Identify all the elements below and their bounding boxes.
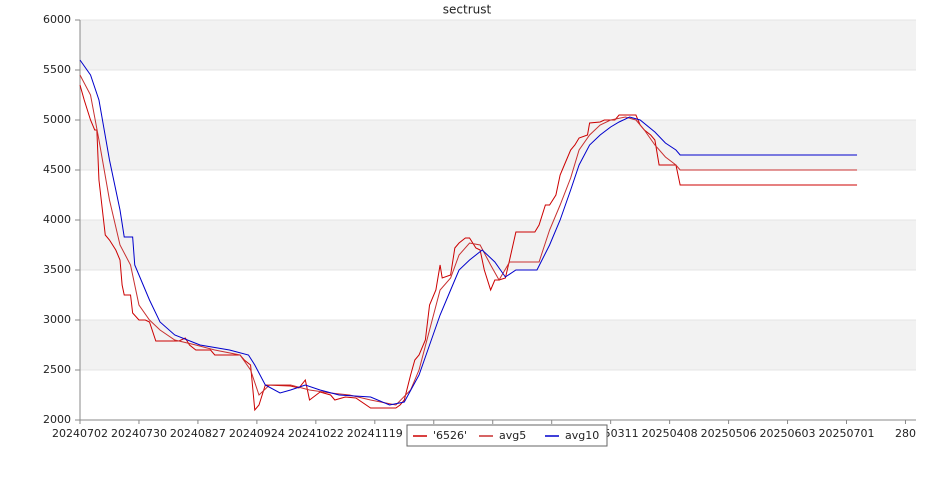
x-tick-label: 20250506 xyxy=(701,427,757,440)
y-tick-label: 2500 xyxy=(43,363,71,376)
x-tick-label: 20250408 xyxy=(642,427,698,440)
line xyxy=(79,84,858,412)
y-tick-label: 3500 xyxy=(43,263,71,276)
y-tick-label: 2000 xyxy=(43,413,71,426)
grid-band xyxy=(80,70,916,120)
legend-label: avg5 xyxy=(499,429,526,442)
x-tick-label: 280 xyxy=(895,427,916,440)
line xyxy=(79,74,858,406)
y-tick-label: 4000 xyxy=(43,213,71,226)
grid-band xyxy=(80,370,916,420)
grid-band xyxy=(80,320,916,370)
x-tick-label: 20240924 xyxy=(229,427,285,440)
x-tick-label: 20241022 xyxy=(288,427,344,440)
y-tick-label: 5500 xyxy=(43,63,71,76)
grid-band xyxy=(80,20,916,70)
x-tick-label: 20240702 xyxy=(52,427,108,440)
grid-band xyxy=(80,170,916,220)
x-tick-label: 20240827 xyxy=(170,427,226,440)
line xyxy=(79,59,858,406)
legend-box xyxy=(406,424,608,447)
y-tick-label: 4500 xyxy=(43,163,71,176)
x-tick-label: 20250603 xyxy=(760,427,816,440)
chart-title: sectrust xyxy=(443,3,492,17)
x-tick-label: 20241119 xyxy=(347,427,403,440)
y-tick-label: 6000 xyxy=(43,13,71,26)
x-tick-label: 20240730 xyxy=(111,427,167,440)
y-tick-label: 5000 xyxy=(43,113,71,126)
grid-band xyxy=(80,120,916,170)
y-tick-label: 3000 xyxy=(43,313,71,326)
legend: '6526' avg5 avg10 xyxy=(406,424,608,447)
x-tick-label: 20250701 xyxy=(819,427,875,440)
legend-label: '6526' xyxy=(433,429,467,442)
legend-label: avg10 xyxy=(565,429,599,442)
grid-band xyxy=(80,220,916,270)
